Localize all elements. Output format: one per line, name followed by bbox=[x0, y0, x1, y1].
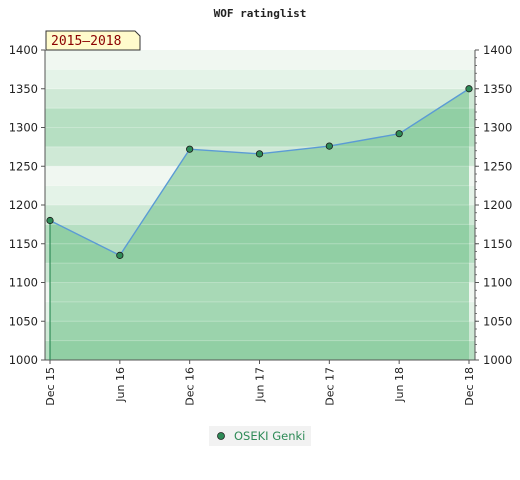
series-area bbox=[50, 88, 469, 360]
legend-label: OSEKI Genki bbox=[234, 429, 305, 443]
y-tick-label-right: 1100 bbox=[483, 276, 512, 290]
y-tick-label-right: 1050 bbox=[483, 314, 512, 328]
period-label: 2015–2018 bbox=[51, 34, 121, 49]
y-tick-label-right: 1150 bbox=[483, 237, 512, 251]
x-tick-label: Dec 16 bbox=[184, 367, 197, 406]
data-point bbox=[46, 216, 54, 225]
y-axis-left: 1000 1050 1100 1150 1200 1250 1300 1350 1400 bbox=[9, 43, 45, 367]
y-tick-label-left: 1350 bbox=[9, 82, 38, 96]
y-tick-label-right: 1300 bbox=[483, 121, 512, 135]
period-badge: 2015–2018 bbox=[45, 30, 141, 51]
y-tick-label-left: 1050 bbox=[9, 314, 38, 328]
y-tick-label-left: 1250 bbox=[9, 159, 38, 173]
x-tick-label: Dec 17 bbox=[323, 367, 336, 406]
x-tick-label: Jun 18 bbox=[393, 367, 406, 403]
grid-band bbox=[45, 50, 475, 70]
x-tick-label: Jun 17 bbox=[254, 367, 267, 403]
y-tick-label-left: 1100 bbox=[9, 276, 38, 290]
chart-title: WOF ratinglist bbox=[214, 7, 307, 20]
y-tick-label-right: 1350 bbox=[483, 82, 512, 96]
y-tick-label-left: 1150 bbox=[9, 237, 38, 251]
y-tick-label-left: 1000 bbox=[9, 353, 38, 367]
data-point bbox=[255, 150, 264, 158]
data-point bbox=[186, 145, 194, 153]
y-axis-right: 1000 1050 1100 1150 1200 1250 1300 1350 1400 bbox=[475, 43, 512, 367]
x-axis: Dec 15 Jun 16 Dec 16 Jun 17 Dec 17 Jun 18 Dec … bbox=[44, 360, 476, 406]
data-point bbox=[395, 130, 403, 138]
legend-marker-icon bbox=[217, 432, 225, 440]
x-tick-label: Jun 16 bbox=[114, 367, 127, 403]
y-tick-label-left: 1300 bbox=[9, 121, 38, 135]
x-tick-label: Dec 15 bbox=[44, 367, 57, 406]
grid-band bbox=[45, 88, 475, 109]
x-tick-label: Dec 18 bbox=[463, 367, 476, 406]
y-tick-label-left: 1400 bbox=[9, 43, 38, 57]
y-tick-label-right: 1400 bbox=[483, 43, 512, 57]
data-point bbox=[116, 251, 124, 259]
y-tick-label-right: 1000 bbox=[483, 353, 512, 367]
legend[interactable]: OSEKI Genki bbox=[209, 426, 311, 446]
grid-band bbox=[45, 69, 475, 89]
series-osaki-genki bbox=[46, 85, 473, 360]
data-point bbox=[465, 85, 473, 93]
y-tick-label-left: 1200 bbox=[9, 198, 38, 212]
y-tick-label-right: 1200 bbox=[483, 198, 512, 212]
area-fill bbox=[45, 68, 475, 360]
y-tick-label-right: 1250 bbox=[483, 159, 512, 173]
grid-band bbox=[45, 108, 475, 128]
data-point bbox=[325, 142, 333, 150]
